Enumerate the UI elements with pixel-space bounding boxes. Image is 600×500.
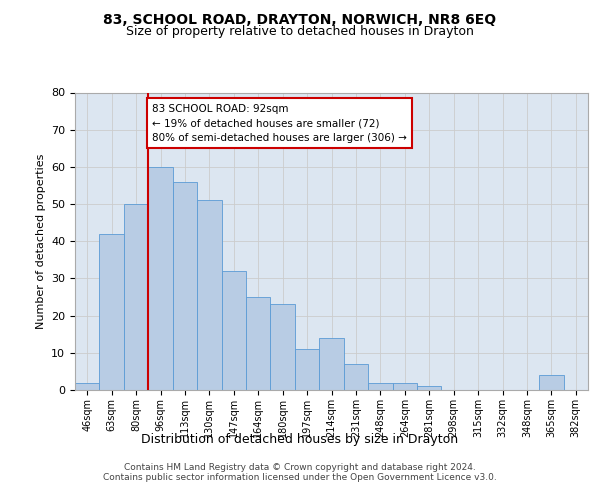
Y-axis label: Number of detached properties: Number of detached properties bbox=[35, 154, 46, 329]
Bar bbox=[271, 304, 295, 390]
Bar bbox=[368, 382, 392, 390]
Text: 83 SCHOOL ROAD: 92sqm
← 19% of detached houses are smaller (72)
80% of semi-deta: 83 SCHOOL ROAD: 92sqm ← 19% of detached … bbox=[152, 104, 407, 144]
Bar bbox=[148, 167, 173, 390]
Bar bbox=[392, 382, 417, 390]
Bar bbox=[197, 200, 221, 390]
Bar bbox=[100, 234, 124, 390]
Text: Distribution of detached houses by size in Drayton: Distribution of detached houses by size … bbox=[142, 432, 458, 446]
Bar bbox=[539, 375, 563, 390]
Bar bbox=[173, 182, 197, 390]
Bar bbox=[124, 204, 148, 390]
Text: Contains HM Land Registry data © Crown copyright and database right 2024.: Contains HM Land Registry data © Crown c… bbox=[124, 462, 476, 471]
Bar bbox=[221, 271, 246, 390]
Text: 83, SCHOOL ROAD, DRAYTON, NORWICH, NR8 6EQ: 83, SCHOOL ROAD, DRAYTON, NORWICH, NR8 6… bbox=[103, 12, 497, 26]
Text: Contains public sector information licensed under the Open Government Licence v3: Contains public sector information licen… bbox=[103, 472, 497, 482]
Bar bbox=[319, 338, 344, 390]
Bar bbox=[295, 349, 319, 390]
Bar bbox=[417, 386, 442, 390]
Bar bbox=[246, 297, 271, 390]
Text: Size of property relative to detached houses in Drayton: Size of property relative to detached ho… bbox=[126, 25, 474, 38]
Bar bbox=[75, 382, 100, 390]
Bar bbox=[344, 364, 368, 390]
